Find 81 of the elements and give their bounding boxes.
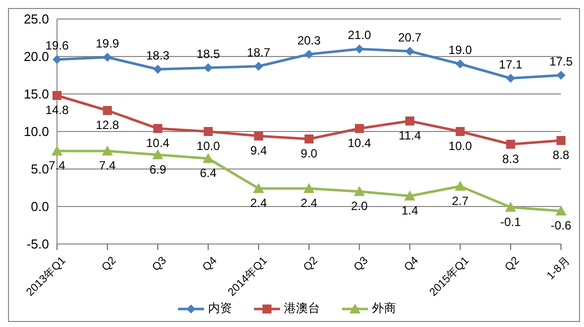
point xyxy=(456,127,465,136)
legend-label: 内资 xyxy=(208,300,232,317)
data-label: 20.7 xyxy=(398,30,422,44)
point xyxy=(354,124,364,133)
point xyxy=(204,63,213,72)
point xyxy=(506,74,516,83)
data-label: 17.1 xyxy=(498,57,523,72)
x-tick-label: 1-8月 xyxy=(544,254,572,282)
point xyxy=(354,44,364,54)
point xyxy=(556,136,566,145)
data-label: 8.8 xyxy=(552,148,570,162)
point xyxy=(102,146,113,156)
point xyxy=(52,55,62,64)
data-label: 19.9 xyxy=(96,36,120,50)
point xyxy=(254,62,264,71)
x-tick-label: Q2 xyxy=(502,254,522,274)
data-label: 10.0 xyxy=(196,139,220,154)
x-tick-label: Q3 xyxy=(150,254,170,274)
point xyxy=(153,124,162,133)
point xyxy=(304,50,314,59)
y-tick-label: 10.0 xyxy=(24,124,49,140)
point xyxy=(354,186,365,196)
y-tick-label: 5.0 xyxy=(30,162,49,177)
data-label: 2.7 xyxy=(452,194,469,208)
data-label: 9.4 xyxy=(250,144,268,158)
y-tick-label: 0.0 xyxy=(30,199,49,214)
data-label: 18.3 xyxy=(146,48,170,62)
point xyxy=(253,183,264,193)
data-label: 19.0 xyxy=(448,43,472,57)
data-label: 2.0 xyxy=(351,199,368,214)
x-tick-label: Q4 xyxy=(402,254,422,274)
point xyxy=(456,60,465,68)
data-label: 18.7 xyxy=(246,45,271,60)
point xyxy=(454,180,466,191)
data-label: 14.8 xyxy=(45,103,69,118)
data-label: 18.5 xyxy=(196,46,220,61)
x-tick-label: Q2 xyxy=(100,254,119,274)
point xyxy=(405,116,414,126)
data-label: 2.4 xyxy=(300,196,318,210)
point xyxy=(506,140,516,149)
x-tick-label: Q4 xyxy=(200,254,220,274)
point xyxy=(52,146,62,156)
point xyxy=(304,134,314,144)
data-label: 11.4 xyxy=(398,128,422,143)
point xyxy=(254,132,264,140)
data-label: -0.6 xyxy=(550,218,572,233)
x-tick-label: Q2 xyxy=(301,254,320,274)
data-label: 12.8 xyxy=(96,118,120,132)
data-label: 6.9 xyxy=(149,162,166,176)
point xyxy=(204,127,213,136)
data-label: 6.4 xyxy=(200,166,217,180)
data-label: 10.4 xyxy=(146,136,170,150)
data-label: -0.1 xyxy=(500,214,522,229)
legend-label: 外商 xyxy=(372,300,396,317)
legend-label: 港澳台 xyxy=(284,300,320,317)
point xyxy=(52,91,62,100)
data-label: 21.0 xyxy=(348,28,372,42)
data-label: 10.4 xyxy=(348,136,372,150)
point xyxy=(405,46,414,56)
point xyxy=(556,70,566,80)
point xyxy=(202,153,214,163)
data-label: 8.3 xyxy=(502,152,520,166)
point xyxy=(556,206,566,216)
point xyxy=(102,106,112,115)
y-tick-label: -5.0 xyxy=(26,236,49,252)
data-label: 1.4 xyxy=(401,204,418,218)
y-tick-label: 25.0 xyxy=(24,12,49,27)
point xyxy=(304,183,314,193)
x-tick-label: Q3 xyxy=(352,254,371,274)
y-tick-label: 15.0 xyxy=(24,86,49,102)
data-label: 17.5 xyxy=(549,54,573,68)
point xyxy=(153,64,162,74)
point xyxy=(152,149,164,160)
data-label: 9.0 xyxy=(300,146,318,161)
data-label: 7.4 xyxy=(48,158,66,173)
data-label: 2.4 xyxy=(250,196,268,210)
data-label: 7.4 xyxy=(99,158,116,173)
point xyxy=(505,202,516,212)
data-label: 10.0 xyxy=(448,139,472,154)
data-label: 20.3 xyxy=(297,33,321,48)
point xyxy=(404,190,416,200)
